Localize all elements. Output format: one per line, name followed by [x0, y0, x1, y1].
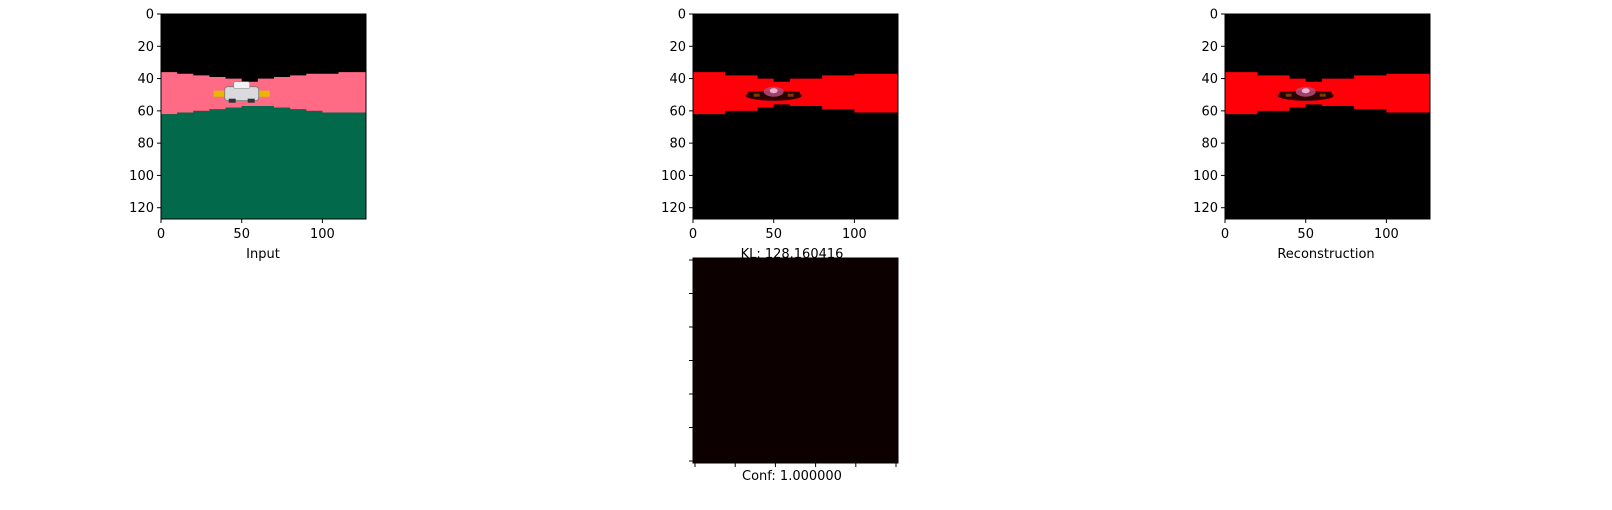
reconstruction-panel: 0 50 100 0 20 40 60 80 100 120 Reconstruction [1193, 8, 1431, 262]
input-grass [161, 106, 366, 219]
input-x-ticks: 0 50 100 [157, 219, 335, 242]
car-left-wing [753, 93, 760, 97]
confidence-heatmap [693, 258, 898, 463]
car-cabin [233, 81, 251, 90]
kl-ytick-label: 20 [669, 40, 686, 55]
input-xtick-label: 0 [157, 227, 165, 242]
confidence-xlabel: Conf: 1.000000 [742, 469, 842, 484]
reconstruction-ytick-label: 60 [1201, 104, 1218, 119]
input-ytick-label: 80 [137, 137, 154, 152]
kl-ytick-label: 0 [678, 8, 686, 23]
reconstruction-ytick-label: 40 [1201, 72, 1218, 87]
input-panel: 0 50 100 0 20 40 60 80 100 120 Input [129, 8, 367, 262]
kl-ytick-label: 100 [661, 169, 686, 184]
input-ytick-label: 120 [129, 201, 154, 216]
reconstruction-xtick-label: 50 [1297, 227, 1314, 242]
car-right-wing [257, 90, 270, 97]
input-ytick-label: 100 [129, 169, 154, 184]
kl-image [693, 14, 898, 219]
car-highlight [1301, 88, 1310, 94]
kl-car [745, 86, 802, 101]
input-ytick-label: 40 [137, 72, 154, 87]
confidence-x-ticks [694, 463, 897, 467]
kl-x-ticks: 0 50 100 [689, 219, 867, 242]
reconstruction-ytick-label: 0 [1210, 8, 1218, 23]
kl-ytick-label: 40 [669, 72, 686, 87]
kl-xtick-label: 50 [765, 227, 782, 242]
input-image [161, 14, 366, 219]
kl-ytick-label: 80 [669, 137, 686, 152]
input-ytick-label: 20 [137, 40, 154, 55]
reconstruction-car [1277, 86, 1334, 101]
reconstruction-y-ticks: 0 20 40 60 80 100 120 [1193, 8, 1225, 216]
input-xlabel: Input [246, 247, 280, 262]
input-ytick-label: 60 [137, 104, 154, 119]
kl-frame [692, 13, 899, 220]
input-car [213, 81, 270, 103]
kl-xtick-label: 100 [842, 227, 867, 242]
car-right-wing [787, 93, 794, 97]
kl-ytick-label: 120 [661, 201, 686, 216]
confidence-y-ticks [689, 259, 693, 462]
reconstruction-ytick-label: 120 [1193, 201, 1218, 216]
car-right-wing [1319, 93, 1326, 97]
input-xtick-label: 100 [310, 227, 335, 242]
kl-xtick-label: 0 [689, 227, 697, 242]
car-highlight [769, 88, 778, 94]
car-wheel [228, 98, 236, 103]
kl-ytick-label: 60 [669, 104, 686, 119]
reconstruction-xlabel: Reconstruction [1277, 247, 1374, 262]
reconstruction-xtick-label: 100 [1374, 227, 1399, 242]
kl-y-ticks: 0 20 40 60 80 100 120 [661, 8, 693, 216]
reconstruction-frame [1224, 13, 1431, 220]
input-ytick-label: 0 [146, 8, 154, 23]
input-y-ticks: 0 20 40 60 80 100 120 [129, 8, 161, 216]
kl-background [693, 14, 898, 219]
reconstruction-ytick-label: 80 [1201, 137, 1218, 152]
reconstruction-x-ticks: 0 50 100 [1221, 219, 1399, 242]
confidence-panel: Conf: 1.000000 [689, 257, 899, 484]
reconstruction-background [1225, 14, 1430, 219]
car-left-wing [213, 90, 226, 97]
car-wheel [247, 98, 255, 103]
reconstruction-xtick-label: 0 [1221, 227, 1229, 242]
reconstruction-ytick-label: 20 [1201, 40, 1218, 55]
input-xtick-label: 50 [233, 227, 250, 242]
reconstruction-image [1225, 14, 1430, 219]
input-frame [160, 13, 367, 220]
reconstruction-ytick-label: 100 [1193, 169, 1218, 184]
car-left-wing [1285, 93, 1292, 97]
